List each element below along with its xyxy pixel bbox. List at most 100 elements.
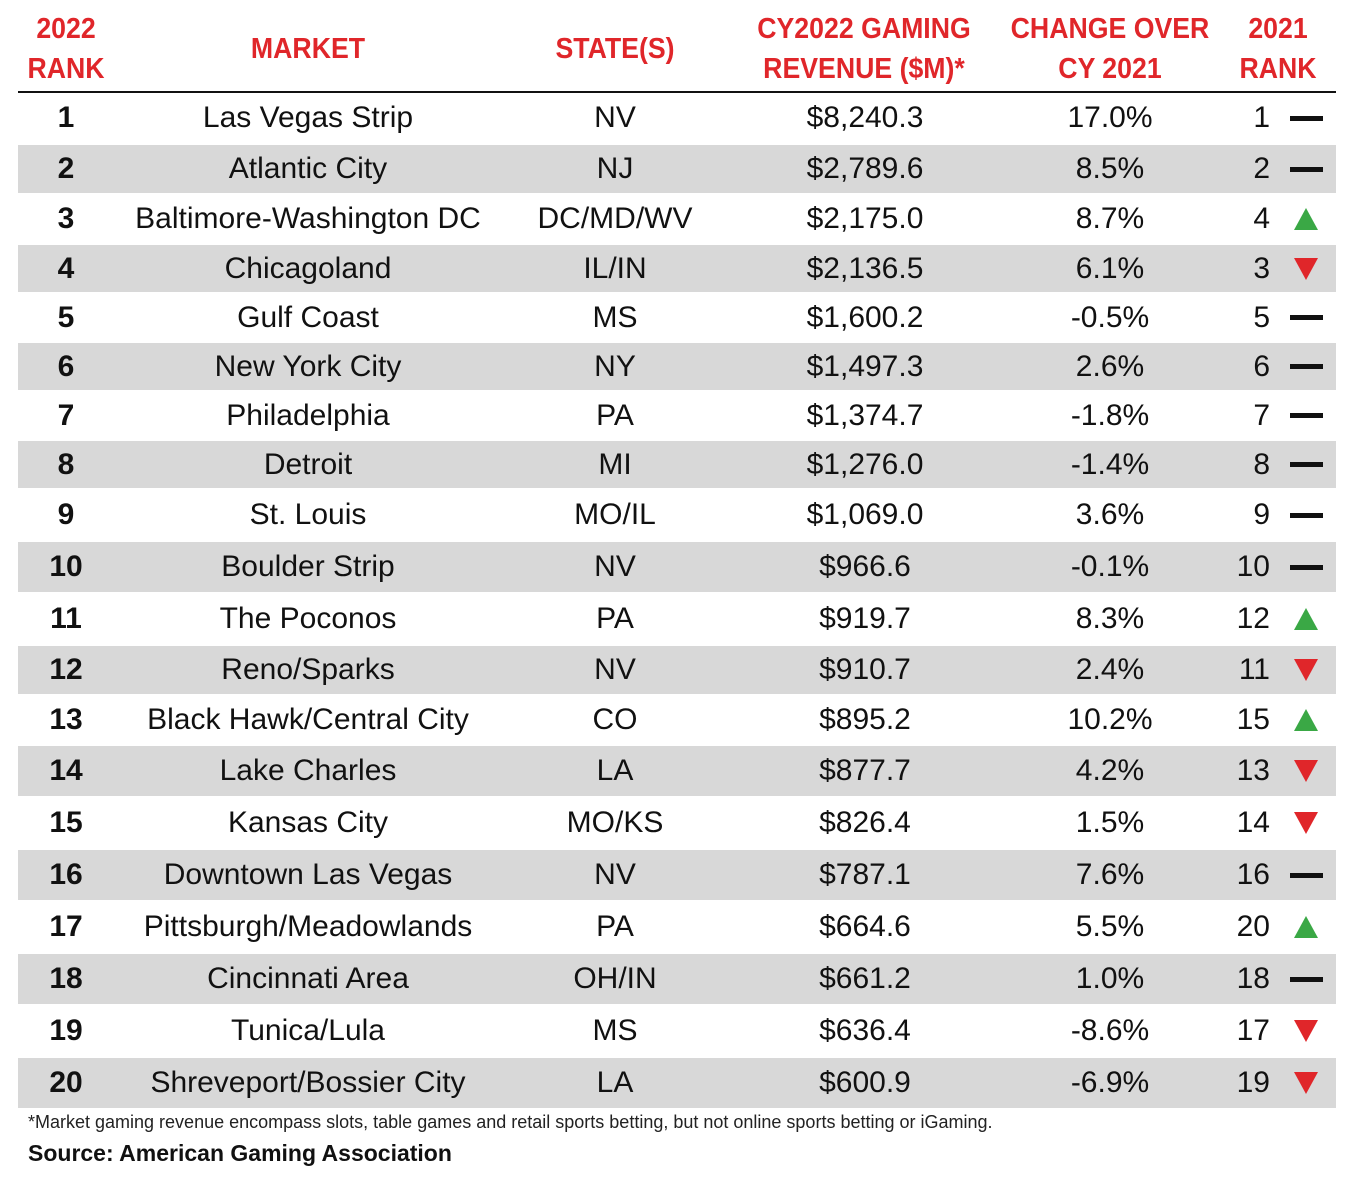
market-cell: Baltimore-Washington DC bbox=[138, 195, 478, 243]
trend-indicator bbox=[1286, 195, 1326, 243]
change-cell: 2.6% bbox=[1003, 343, 1217, 390]
change-cell: 1.5% bbox=[1003, 798, 1217, 848]
table-header: 2022 RANK MARKET STATE(S) CY2022 GAMING … bbox=[18, 8, 1336, 90]
rank-down-icon bbox=[1294, 1020, 1318, 1042]
trend-indicator bbox=[1286, 294, 1326, 341]
market-cell: Reno/Sparks bbox=[138, 646, 478, 694]
header-market: MARKET bbox=[152, 8, 465, 90]
trend-indicator bbox=[1286, 594, 1326, 644]
rank-cell: 18 bbox=[18, 954, 114, 1004]
revenue-cell: $8,240.3 bbox=[730, 93, 1000, 143]
rank-cell: 3 bbox=[18, 195, 114, 243]
states-cell: CO bbox=[520, 696, 710, 744]
table-row: 8 Detroit MI $1,276.0 -1.4% 8 bbox=[18, 439, 1336, 488]
revenue-cell: $787.1 bbox=[730, 850, 1000, 900]
table-row: 7 Philadelphia PA $1,374.7 -1.8% 7 bbox=[18, 390, 1336, 439]
states-cell: NV bbox=[520, 93, 710, 143]
rank-up-icon bbox=[1294, 709, 1318, 731]
prev-rank-cell: 14 bbox=[1218, 798, 1270, 848]
states-cell: MO/KS bbox=[520, 798, 710, 848]
states-cell: OH/IN bbox=[520, 954, 710, 1004]
table-row: 2 Atlantic City NJ $2,789.6 8.5% 2 bbox=[18, 143, 1336, 193]
market-cell: Kansas City bbox=[138, 798, 478, 848]
states-cell: PA bbox=[520, 594, 710, 644]
market-cell: Tunica/Lula bbox=[138, 1006, 478, 1056]
rank-cell: 2 bbox=[18, 145, 114, 193]
states-cell: NV bbox=[520, 542, 710, 592]
states-cell: LA bbox=[520, 746, 710, 796]
table-row: 6 New York City NY $1,497.3 2.6% 6 bbox=[18, 341, 1336, 390]
rank-up-icon bbox=[1294, 916, 1318, 938]
market-cell: Cincinnati Area bbox=[138, 954, 478, 1004]
prev-rank-cell: 4 bbox=[1218, 195, 1270, 243]
states-cell: IL/IN bbox=[520, 245, 710, 292]
trend-indicator bbox=[1286, 746, 1326, 796]
prev-rank-cell: 6 bbox=[1218, 343, 1270, 390]
prev-rank-cell: 20 bbox=[1218, 902, 1270, 952]
trend-indicator bbox=[1286, 696, 1326, 744]
table-row: 5 Gulf Coast MS $1,600.2 -0.5% 5 bbox=[18, 292, 1336, 341]
table-row: 18 Cincinnati Area OH/IN $661.2 1.0% 18 bbox=[18, 952, 1336, 1004]
prev-rank-cell: 19 bbox=[1218, 1058, 1270, 1108]
trend-indicator bbox=[1286, 93, 1326, 143]
change-cell: 2.4% bbox=[1003, 646, 1217, 694]
market-cell: Lake Charles bbox=[138, 746, 478, 796]
states-cell: DC/MD/WV bbox=[520, 195, 710, 243]
trend-indicator bbox=[1286, 1006, 1326, 1056]
rank-cell: 12 bbox=[18, 646, 114, 694]
revenue-cell: $661.2 bbox=[730, 954, 1000, 1004]
market-cell: New York City bbox=[138, 343, 478, 390]
footnote: *Market gaming revenue encompass slots, … bbox=[28, 1112, 993, 1133]
prev-rank-cell: 5 bbox=[1218, 294, 1270, 341]
rank-unchanged-icon bbox=[1290, 167, 1323, 172]
rank-unchanged-icon bbox=[1290, 565, 1323, 570]
prev-rank-cell: 7 bbox=[1218, 392, 1270, 439]
rank-unchanged-icon bbox=[1290, 873, 1323, 878]
rank-cell: 1 bbox=[18, 93, 114, 143]
rank-cell: 4 bbox=[18, 245, 114, 292]
revenue-cell: $664.6 bbox=[730, 902, 1000, 952]
prev-rank-cell: 17 bbox=[1218, 1006, 1270, 1056]
trend-indicator bbox=[1286, 245, 1326, 292]
prev-rank-cell: 10 bbox=[1218, 542, 1270, 592]
header-2022-rank: 2022 RANK bbox=[22, 8, 110, 90]
table-row: 3 Baltimore-Washington DC DC/MD/WV $2,175.0… bbox=[18, 193, 1336, 243]
revenue-cell: $2,789.6 bbox=[730, 145, 1000, 193]
rank-down-icon bbox=[1294, 812, 1318, 834]
revenue-cell: $966.6 bbox=[730, 542, 1000, 592]
rank-up-icon bbox=[1294, 208, 1318, 230]
change-cell: 3.6% bbox=[1003, 490, 1217, 540]
states-cell: NY bbox=[520, 343, 710, 390]
rank-unchanged-icon bbox=[1290, 116, 1323, 121]
states-cell: LA bbox=[520, 1058, 710, 1108]
table-row: 4 Chicagoland IL/IN $2,136.5 6.1% 3 bbox=[18, 243, 1336, 292]
trend-indicator bbox=[1286, 490, 1326, 540]
prev-rank-cell: 8 bbox=[1218, 441, 1270, 488]
rank-down-icon bbox=[1294, 258, 1318, 280]
change-cell: 10.2% bbox=[1003, 696, 1217, 744]
rank-cell: 15 bbox=[18, 798, 114, 848]
change-cell: 17.0% bbox=[1003, 93, 1217, 143]
header-2021-rank: 2021 RANK bbox=[1232, 8, 1324, 90]
revenue-cell: $600.9 bbox=[730, 1058, 1000, 1108]
change-cell: 7.6% bbox=[1003, 850, 1217, 900]
change-cell: -0.5% bbox=[1003, 294, 1217, 341]
rank-unchanged-icon bbox=[1290, 977, 1323, 982]
prev-rank-cell: 1 bbox=[1218, 93, 1270, 143]
revenue-cell: $636.4 bbox=[730, 1006, 1000, 1056]
change-cell: 8.3% bbox=[1003, 594, 1217, 644]
trend-indicator bbox=[1286, 798, 1326, 848]
rank-down-icon bbox=[1294, 760, 1318, 782]
states-cell: MS bbox=[520, 294, 710, 341]
source: Source: American Gaming Association bbox=[28, 1140, 452, 1167]
prev-rank-cell: 15 bbox=[1218, 696, 1270, 744]
table-row: 11 The Poconos PA $919.7 8.3% 12 bbox=[18, 592, 1336, 644]
change-cell: 8.5% bbox=[1003, 145, 1217, 193]
market-cell: Shreveport/Bossier City bbox=[138, 1058, 478, 1108]
table-row: 15 Kansas City MO/KS $826.4 1.5% 14 bbox=[18, 796, 1336, 848]
states-cell: PA bbox=[520, 902, 710, 952]
rank-cell: 10 bbox=[18, 542, 114, 592]
market-cell: Boulder Strip bbox=[138, 542, 478, 592]
states-cell: MO/IL bbox=[520, 490, 710, 540]
rank-unchanged-icon bbox=[1290, 364, 1323, 369]
